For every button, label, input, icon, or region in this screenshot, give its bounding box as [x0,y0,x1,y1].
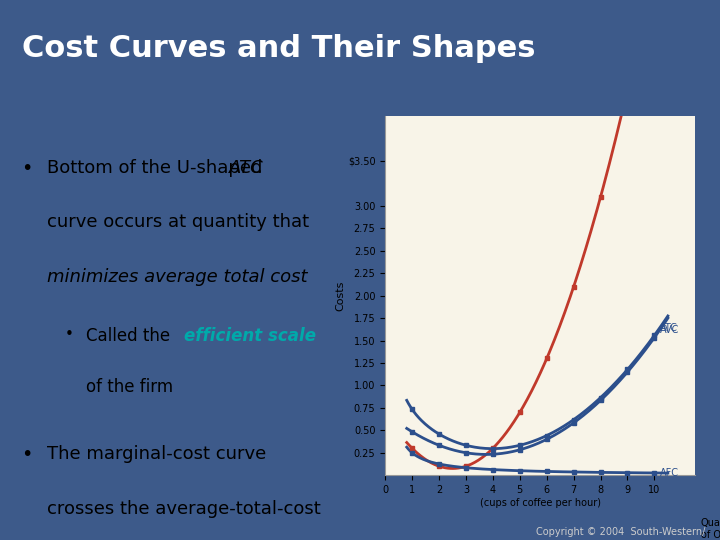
Text: Copyright © 2004  South-Western/: Copyright © 2004 South-Western/ [536,527,706,537]
Text: •: • [65,327,73,342]
X-axis label: (cups of coffee per hour): (cups of coffee per hour) [480,498,600,508]
Text: ATC: ATC [660,323,678,333]
Text: •: • [22,445,33,464]
Text: Quantity
of Output: Quantity of Output [701,518,720,540]
Text: efficient scale: efficient scale [184,327,315,345]
Text: curve occurs at quantity that: curve occurs at quantity that [47,213,309,231]
Text: ATC: ATC [229,159,264,177]
Text: AFC: AFC [660,468,679,478]
Text: Bottom of the U-shaped: Bottom of the U-shaped [47,159,268,177]
Text: of the firm: of the firm [86,377,174,396]
Text: •: • [22,159,33,178]
Text: Called the: Called the [86,327,176,345]
Text: crosses the average-total-cost: crosses the average-total-cost [47,500,320,518]
Y-axis label: Costs: Costs [335,280,345,311]
Text: minimizes average total cost: minimizes average total cost [47,268,307,286]
Text: Cost Curves and Their Shapes: Cost Curves and Their Shapes [22,34,535,63]
Text: The marginal-cost curve: The marginal-cost curve [47,445,266,463]
Text: AVC: AVC [660,325,679,335]
